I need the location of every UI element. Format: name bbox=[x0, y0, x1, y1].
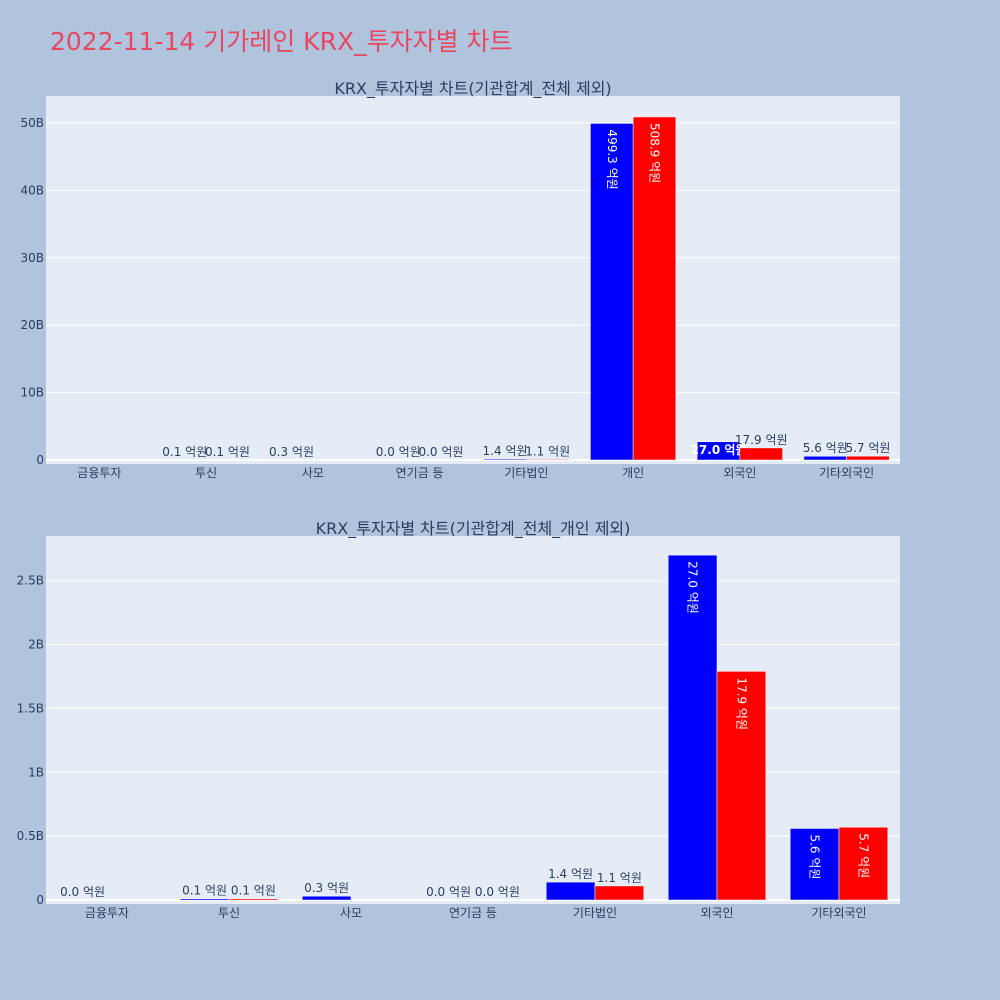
bar bbox=[632, 116, 677, 461]
bar-data-label: 17.9 억원 bbox=[734, 677, 748, 730]
x-tick-label: 금융투자 bbox=[85, 906, 129, 920]
bar bbox=[472, 899, 523, 901]
bar-data-label: 508.9 억원 bbox=[647, 123, 661, 183]
bar-data-label: 17.9 억원 bbox=[735, 433, 788, 447]
y-tick-label: 10B bbox=[20, 386, 44, 400]
bar bbox=[205, 459, 250, 461]
bar bbox=[846, 455, 890, 461]
x-tick-label: 금융투자 bbox=[77, 466, 121, 480]
bar-data-label: 0.1 억원 bbox=[205, 445, 250, 459]
bar bbox=[545, 881, 596, 901]
x-tick-label: 기타외국인 bbox=[811, 906, 866, 920]
bar bbox=[739, 447, 783, 461]
bar bbox=[803, 455, 847, 461]
bar-data-label: 0.3 억원 bbox=[304, 881, 349, 895]
x-tick-label: 투신 bbox=[218, 906, 240, 920]
plot-area-top bbox=[46, 96, 900, 464]
y-tick-label: 0.5B bbox=[17, 829, 44, 843]
chart-title-bottom: KRX_투자자별 차트(기관합계_전체_개인 제외) bbox=[316, 519, 631, 539]
bar-data-label: 27.0 억원 bbox=[691, 443, 747, 457]
bar-data-label: 499.3 억원 bbox=[605, 129, 619, 189]
bar-data-label: 27.0 억원 bbox=[686, 561, 700, 614]
bar-data-label: 0.0 억원 bbox=[475, 885, 520, 899]
chart-title-top: KRX_투자자별 차트(기관합계_전체 제외) bbox=[334, 79, 611, 99]
bar bbox=[594, 885, 645, 901]
plot-area-bottom bbox=[46, 536, 900, 904]
x-tick-label: 외국인 bbox=[700, 906, 733, 920]
bar bbox=[99, 459, 143, 461]
bar-data-label: 0.0 억원 bbox=[418, 445, 463, 459]
y-tick-label: 50B bbox=[20, 116, 44, 130]
bar-data-label: 0.1 억원 bbox=[182, 884, 227, 898]
y-tick-label: 30B bbox=[20, 251, 44, 265]
x-tick-label: 개인 bbox=[622, 466, 644, 480]
bar-data-label: 5.6 억원 bbox=[803, 441, 848, 455]
x-tick-label: 투신 bbox=[195, 466, 217, 480]
y-tick-label: 40B bbox=[20, 183, 44, 197]
x-tick-label: 사모 bbox=[302, 466, 324, 480]
bar bbox=[312, 459, 356, 461]
y-tick-label: 1B bbox=[28, 765, 44, 779]
chart-bottom: KRX_투자자별 차트(기관합계_전체_개인 제외) 0 0.5B 1B 1.5B 2B… bbox=[17, 519, 900, 920]
bar bbox=[838, 826, 889, 901]
bar-data-label: 5.7 억원 bbox=[845, 441, 890, 455]
bar-data-label: 1.4 억원 bbox=[548, 867, 593, 881]
bar-data-label: 0.0 억원 bbox=[376, 445, 421, 459]
bar bbox=[350, 899, 401, 901]
y-tick-label: 0 bbox=[36, 453, 44, 467]
y-tick-label: 2B bbox=[28, 638, 44, 652]
bar bbox=[716, 671, 767, 901]
y-tick-label: 1.5B bbox=[17, 701, 44, 715]
x-tick-label: 연기금 등 bbox=[449, 906, 497, 920]
bar bbox=[179, 898, 230, 901]
bar bbox=[228, 898, 279, 901]
x-tick-label: 기타법인 bbox=[573, 906, 617, 920]
bar-data-label: 0.0 억원 bbox=[426, 885, 471, 899]
bar bbox=[419, 459, 463, 461]
bar bbox=[56, 459, 100, 461]
bar-data-label: 0.0 억원 bbox=[60, 885, 105, 899]
page-title: 2022-11-14 기가레인 KRX_투자자별 차트 bbox=[50, 27, 513, 56]
bar bbox=[590, 123, 634, 461]
bar-data-label: 0.3 억원 bbox=[269, 445, 314, 459]
bar-data-label: 0.1 억원 bbox=[231, 884, 276, 898]
x-tick-label: 외국인 bbox=[723, 466, 756, 480]
bar-data-label: 1.1 억원 bbox=[525, 444, 570, 458]
x-tick-label: 사모 bbox=[340, 906, 362, 920]
bar bbox=[376, 459, 420, 461]
bar bbox=[269, 459, 314, 461]
x-tick-label: 연기금 등 bbox=[396, 466, 444, 480]
chart-top: KRX_투자자별 차트(기관합계_전체 제외) 0 10B 20B 30B 40B 50B… bbox=[20, 79, 900, 480]
bar-data-label: 5.7 억원 bbox=[856, 833, 870, 878]
y-tick-label: 20B bbox=[20, 318, 44, 332]
bar-data-label: 0.1 억원 bbox=[162, 445, 207, 459]
bar bbox=[106, 899, 157, 901]
bar bbox=[526, 459, 570, 461]
bar bbox=[483, 458, 527, 461]
bar-data-label: 1.4 억원 bbox=[483, 444, 528, 458]
bar bbox=[789, 828, 840, 901]
bar-data-label: 5.6 억원 bbox=[808, 834, 822, 879]
x-tick-label: 기타법인 bbox=[504, 466, 548, 480]
bar bbox=[423, 899, 474, 901]
bar-data-label: 1.1 억원 bbox=[597, 871, 642, 885]
bar bbox=[163, 459, 207, 461]
x-tick-label: 기타외국인 bbox=[819, 466, 874, 480]
bar bbox=[301, 895, 352, 901]
y-tick-label: 2.5B bbox=[17, 574, 44, 588]
y-tick-label: 0 bbox=[36, 893, 44, 907]
bar bbox=[57, 899, 108, 901]
